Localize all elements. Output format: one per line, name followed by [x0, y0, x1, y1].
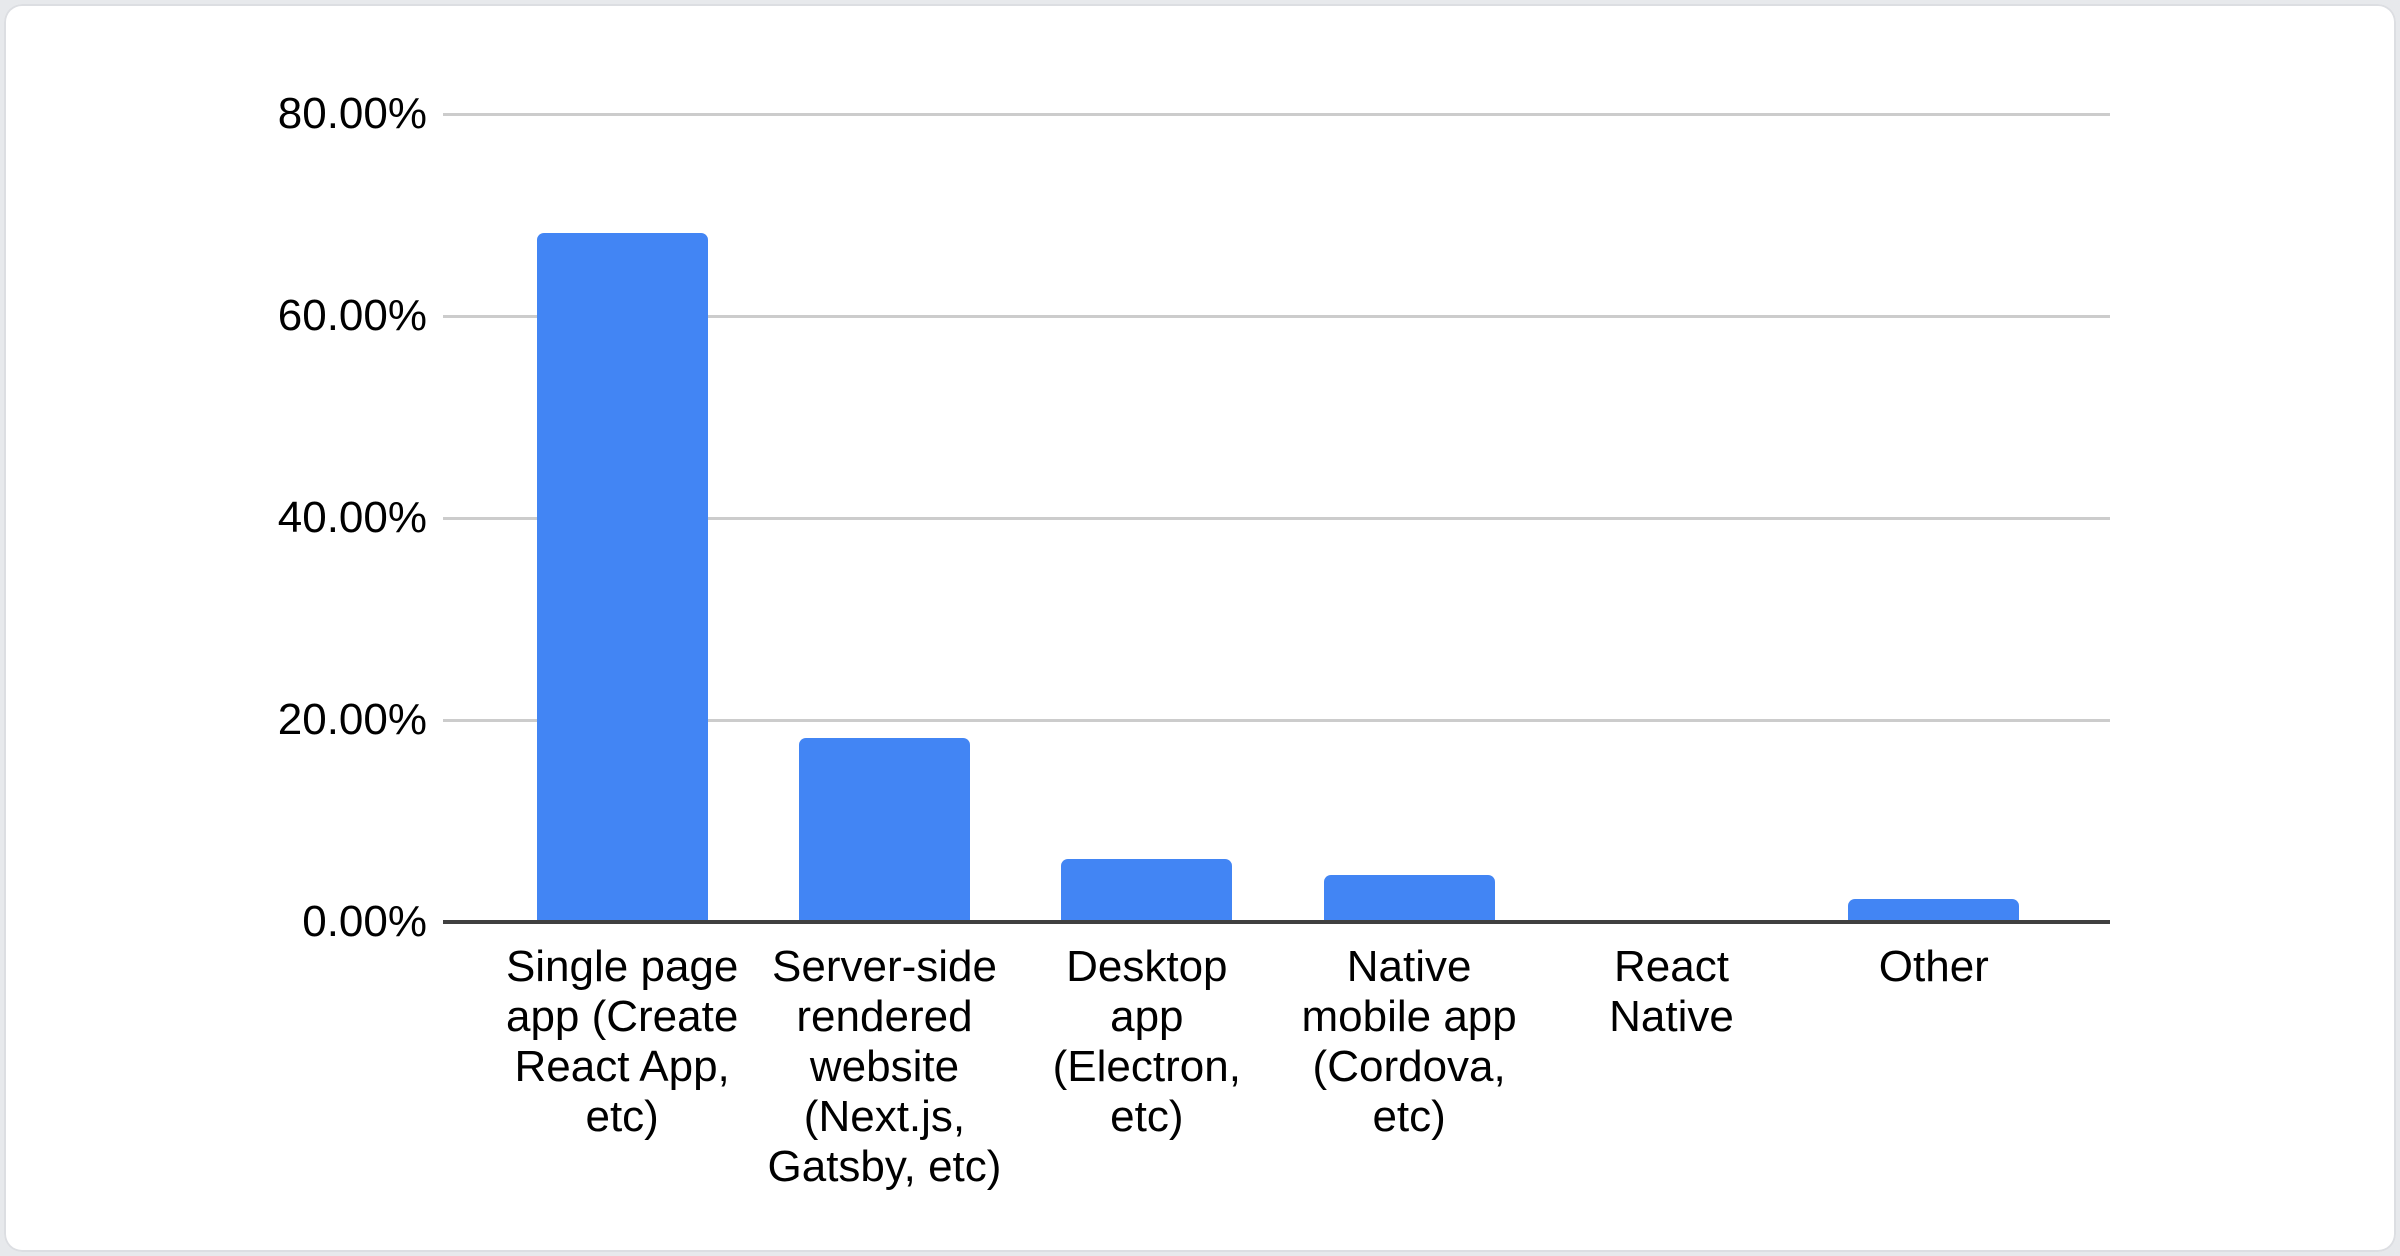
x-category-label: Server-side rendered website (Next.js, G… — [767, 942, 1002, 1191]
x-category-cell: Server-side rendered website (Next.js, G… — [753, 942, 1015, 1192]
bar-column — [1540, 114, 1802, 922]
bar — [536, 233, 708, 922]
gridline — [443, 113, 2110, 116]
x-category-label: Desktop app (Electron, etc) — [1052, 942, 1241, 1141]
chart-card: 80.00% 60.00% 40.00% 20.00% 0.00% Single pag… — [4, 4, 2396, 1252]
bar — [1323, 875, 1495, 922]
gridline — [443, 517, 2110, 520]
y-tick-label: 40.00% — [277, 493, 427, 542]
x-axis-labels: Single page app (Create React App, etc) S… — [443, 942, 2110, 1192]
x-category-cell: React Native — [1540, 942, 1802, 1192]
x-category-cell: Desktop app (Electron, etc) — [1016, 942, 1278, 1192]
x-axis-line — [443, 920, 2110, 924]
bar — [1061, 859, 1233, 922]
bar-column — [1016, 114, 1278, 922]
bar-chart: 80.00% 60.00% 40.00% 20.00% 0.00% Single pag… — [4, 4, 2396, 1252]
y-tick-label: 60.00% — [277, 291, 427, 340]
x-category-cell: Single page app (Create React App, etc) — [491, 942, 753, 1192]
bar-column — [1803, 114, 2065, 922]
x-category-label: React Native — [1609, 942, 1734, 1041]
plot-area — [443, 113, 2110, 924]
y-tick-label: 80.00% — [277, 89, 427, 138]
x-category-label: Other — [1878, 942, 1989, 991]
y-tick-label: 0.00% — [302, 897, 427, 946]
y-tick-label: 20.00% — [277, 695, 427, 744]
bar-column — [491, 114, 753, 922]
bar-column — [1278, 114, 1540, 922]
gridline — [443, 719, 2110, 722]
bars-row — [443, 114, 2110, 922]
x-category-cell: Native mobile app (Cordova, etc) — [1278, 942, 1540, 1192]
bar — [798, 738, 970, 922]
x-category-label: Single page app (Create React App, etc) — [505, 942, 739, 1141]
x-category-cell: Other — [1803, 942, 2065, 1192]
bar — [1848, 899, 2020, 922]
x-category-label: Native mobile app (Cordova, etc) — [1301, 942, 1517, 1141]
bar-column — [753, 114, 1015, 922]
gridline — [443, 315, 2110, 318]
